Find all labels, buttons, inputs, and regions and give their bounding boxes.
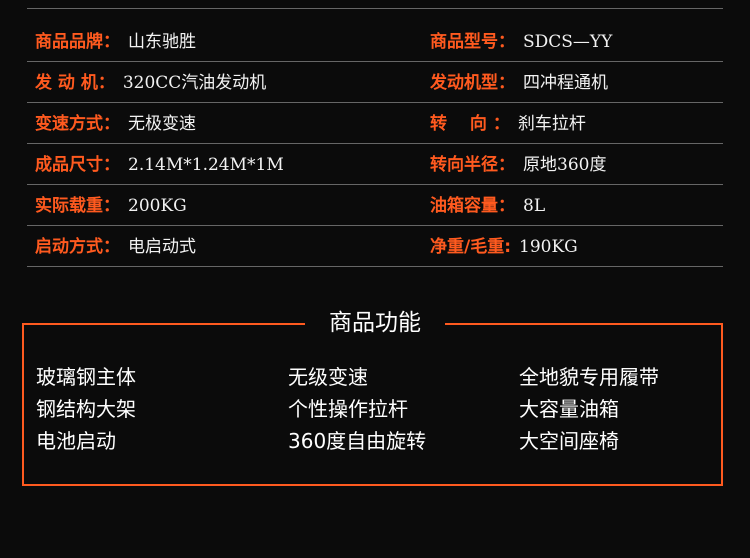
feature-item: 无级变速: [288, 365, 368, 389]
spec-value: 320CC汽油发动机: [122, 73, 267, 93]
spec-cell: 发动机型： 四冲程通机: [430, 62, 608, 102]
spec-label: 转 向 ：: [430, 114, 510, 134]
feature-item: 钢结构大架: [36, 397, 136, 421]
feature-item: 个性操作拉杆: [288, 397, 408, 421]
spec-cell: 变速方式： 无极变速: [35, 103, 196, 143]
spec-value: 刹车拉杆: [517, 114, 586, 134]
feature-item: 玻璃钢主体: [36, 365, 136, 389]
spec-row: 变速方式： 无极变速 转 向 ： 刹车拉杆: [27, 103, 723, 144]
spec-label: 商品品牌：: [35, 32, 120, 52]
spec-cell: 油箱容量： 8L: [430, 185, 545, 225]
spec-value: 四冲程通机: [523, 73, 608, 93]
spec-row: 成品尺寸： 2.14M*1.24M*1M 转向半径： 原地360度: [27, 144, 723, 185]
spec-cell: 发 动 机： 320CC汽油发动机: [35, 62, 266, 102]
spec-row: 商品品牌： 山东驰胜 商品型号： SDCS—YY: [27, 21, 723, 62]
features-title: 商品功能: [305, 307, 445, 339]
spec-row: 启动方式： 电启动式 净重/毛重: 190KG: [27, 226, 723, 267]
spec-value: 电启动式: [128, 237, 196, 257]
feature-item: 全地貌专用履带: [519, 365, 659, 389]
feature-item: 大容量油箱: [519, 397, 619, 421]
spec-value: 山东驰胜: [128, 32, 196, 52]
spec-label: 发动机型：: [430, 73, 515, 93]
spec-row: 实际载重： 200KG 油箱容量： 8L: [27, 185, 723, 226]
spec-value: 无极变速: [128, 114, 196, 134]
spec-label: 发 动 机：: [35, 73, 115, 93]
spec-label: 启动方式：: [35, 237, 120, 257]
spec-label: 成品尺寸：: [35, 155, 120, 175]
spec-label: 净重/毛重:: [430, 237, 512, 257]
spec-value: 200KG: [128, 196, 187, 216]
spec-cell: 商品品牌： 山东驰胜: [35, 21, 196, 61]
spec-label: 油箱容量：: [430, 196, 515, 216]
spec-cell: 成品尺寸： 2.14M*1.24M*1M: [35, 144, 284, 184]
spec-row: 发 动 机： 320CC汽油发动机 发动机型： 四冲程通机: [27, 62, 723, 103]
spec-value: 2.14M*1.24M*1M: [128, 155, 284, 175]
spec-value: 8L: [523, 196, 546, 216]
spec-value: 原地360度: [523, 155, 607, 175]
spec-value: 190KG: [519, 237, 578, 257]
feature-item: 电池启动: [36, 429, 116, 453]
spec-cell: 转向半径： 原地360度: [430, 144, 606, 184]
spec-cell: 转 向 ： 刹车拉杆: [430, 103, 586, 143]
spec-table: 商品品牌： 山东驰胜 商品型号： SDCS—YY 发 动 机： 320CC汽油发动机 发动机…: [27, 21, 723, 267]
spec-label: 转向半径：: [430, 155, 515, 175]
spec-label: 商品型号：: [430, 32, 515, 52]
spec-label: 变速方式：: [35, 114, 120, 134]
spec-label: 实际载重：: [35, 196, 120, 216]
feature-item: 大空间座椅: [519, 429, 619, 453]
spec-cell: 实际载重： 200KG: [35, 185, 187, 225]
spec-cell: 启动方式： 电启动式: [35, 226, 196, 266]
feature-item: 360度自由旋转: [288, 429, 427, 453]
spec-value: SDCS—YY: [523, 32, 613, 52]
top-divider: [27, 8, 723, 9]
spec-cell: 净重/毛重: 190KG: [430, 226, 578, 266]
spec-cell: 商品型号： SDCS—YY: [430, 21, 612, 61]
